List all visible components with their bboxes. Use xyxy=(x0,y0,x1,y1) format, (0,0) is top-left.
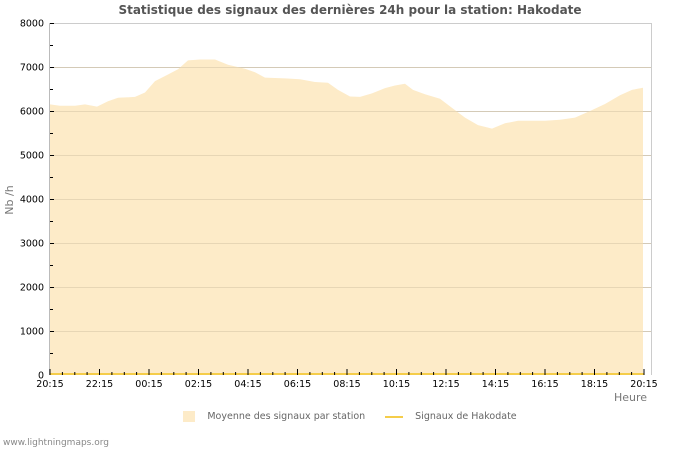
svg-text:08:15: 08:15 xyxy=(333,379,360,390)
svg-text:5000: 5000 xyxy=(20,151,44,162)
chart-title: Statistique des signaux des dernières 24… xyxy=(118,3,582,17)
svg-text:00:15: 00:15 xyxy=(135,379,162,390)
svg-text:14:15: 14:15 xyxy=(482,379,509,390)
svg-text:02:15: 02:15 xyxy=(185,379,212,390)
svg-text:12:15: 12:15 xyxy=(432,379,459,390)
svg-text:04:15: 04:15 xyxy=(234,379,261,390)
area-swatch-icon xyxy=(183,411,196,422)
average-signals-area xyxy=(50,59,643,375)
footer-credit[interactable]: www.lightningmaps.org xyxy=(3,438,109,448)
x-axis-label: Heure xyxy=(614,391,647,404)
svg-text:18:15: 18:15 xyxy=(581,379,608,390)
line-swatch-icon xyxy=(385,415,404,418)
svg-text:16:15: 16:15 xyxy=(531,379,558,390)
y-axis: 0 1000 2000 3000 4000 5000 6000 7000 8000 xyxy=(20,19,54,382)
svg-text:06:15: 06:15 xyxy=(284,379,311,390)
svg-text:8000: 8000 xyxy=(20,19,44,30)
legend-label-average: Moyenne des signaux par station xyxy=(207,411,366,422)
svg-text:10:15: 10:15 xyxy=(383,379,410,390)
svg-text:2000: 2000 xyxy=(20,283,44,294)
x-axis: 20:15 22:15 00:15 02:15 04:15 06:15 08:15 10:15… xyxy=(36,369,658,390)
legend-label-hakodate: Signaux de Hakodate xyxy=(415,411,517,422)
svg-text:20:15: 20:15 xyxy=(36,379,63,390)
svg-text:0: 0 xyxy=(38,371,44,382)
legend-item-hakodate[interactable]: Signaux de Hakodate xyxy=(385,411,517,422)
svg-text:6000: 6000 xyxy=(20,107,44,118)
y-axis-label: Nb /h xyxy=(3,185,16,214)
legend: Moyenne des signaux par station Signaux … xyxy=(0,411,700,422)
svg-text:3000: 3000 xyxy=(20,239,44,250)
plot-frame xyxy=(49,23,652,375)
svg-text:1000: 1000 xyxy=(20,327,44,338)
svg-text:20:15: 20:15 xyxy=(630,379,657,390)
svg-text:7000: 7000 xyxy=(20,63,44,74)
svg-text:22:15: 22:15 xyxy=(86,379,113,390)
legend-item-average[interactable]: Moyenne des signaux par station xyxy=(183,411,365,422)
svg-text:4000: 4000 xyxy=(20,195,44,206)
